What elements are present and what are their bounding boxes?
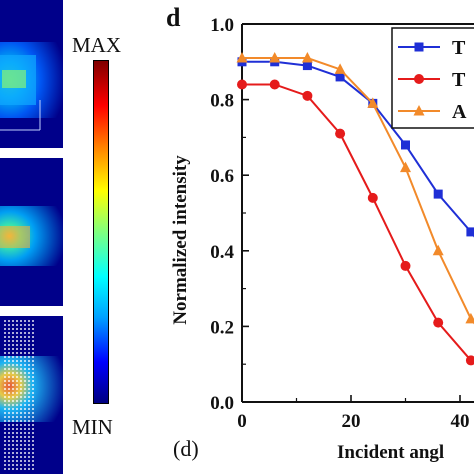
y-tick-label: 0.8: [210, 91, 234, 112]
y-tick-label: 0.2: [210, 317, 234, 338]
data-point-triangle: [367, 97, 379, 108]
data-point-triangle: [301, 52, 313, 63]
data-point-circle: [465, 355, 474, 366]
field-map-bottom-image: [0, 316, 63, 474]
data-point-circle: [269, 79, 280, 90]
data-point-circle: [414, 74, 424, 84]
field-map-middle: [0, 158, 63, 310]
data-point-square: [302, 61, 312, 71]
series-3: [236, 52, 474, 325]
data-point-circle: [335, 128, 346, 139]
y-tick-label: 1.0: [210, 15, 234, 36]
y-axis-label: Normalized intensity: [170, 155, 191, 325]
data-point-square: [401, 140, 410, 150]
field-map-bottom: [0, 316, 63, 474]
data-point-square: [414, 42, 424, 52]
data-point-circle: [400, 260, 411, 271]
series-line: [242, 83, 474, 364]
field-map-top: [0, 0, 63, 152]
colorbar-min-label: MIN: [72, 415, 113, 439]
data-point-square: [466, 227, 474, 237]
x-tick-label: 20: [342, 411, 361, 432]
data-point-triangle: [432, 244, 444, 256]
x-tick-label: 0: [237, 411, 247, 432]
legend-label: T: [452, 37, 466, 59]
data-point-square: [433, 189, 443, 199]
data-point-circle: [302, 90, 313, 101]
data-point-triangle: [400, 161, 411, 173]
colorbar-max-label: MAX: [72, 33, 122, 57]
data-point-triangle: [269, 52, 281, 63]
data-point-triangle: [413, 105, 425, 116]
data-point-square: [335, 72, 345, 82]
y-tick-label: 0.0: [210, 393, 234, 414]
data-point-circle: [237, 79, 247, 90]
data-point-triangle: [465, 312, 474, 324]
data-point-triangle: [236, 52, 248, 63]
legend-label: T: [452, 69, 466, 91]
y-tick-label: 0.6: [210, 166, 234, 187]
field-map-top-image: [0, 0, 63, 152]
panel-letter: d: [166, 3, 181, 32]
y-tick-label: 0.4: [210, 242, 234, 263]
data-point-triangle: [334, 63, 346, 74]
panel-label: (d): [173, 436, 199, 461]
colorbar: [93, 60, 109, 404]
data-point-circle: [433, 317, 444, 328]
data-point-circle: [367, 192, 378, 203]
field-map-middle-image: [0, 158, 63, 310]
legend-label: A: [452, 101, 467, 123]
series-2: [237, 79, 474, 366]
x-tick-label: 40: [451, 411, 470, 432]
x-axis-label: Incident angl: [337, 442, 444, 463]
